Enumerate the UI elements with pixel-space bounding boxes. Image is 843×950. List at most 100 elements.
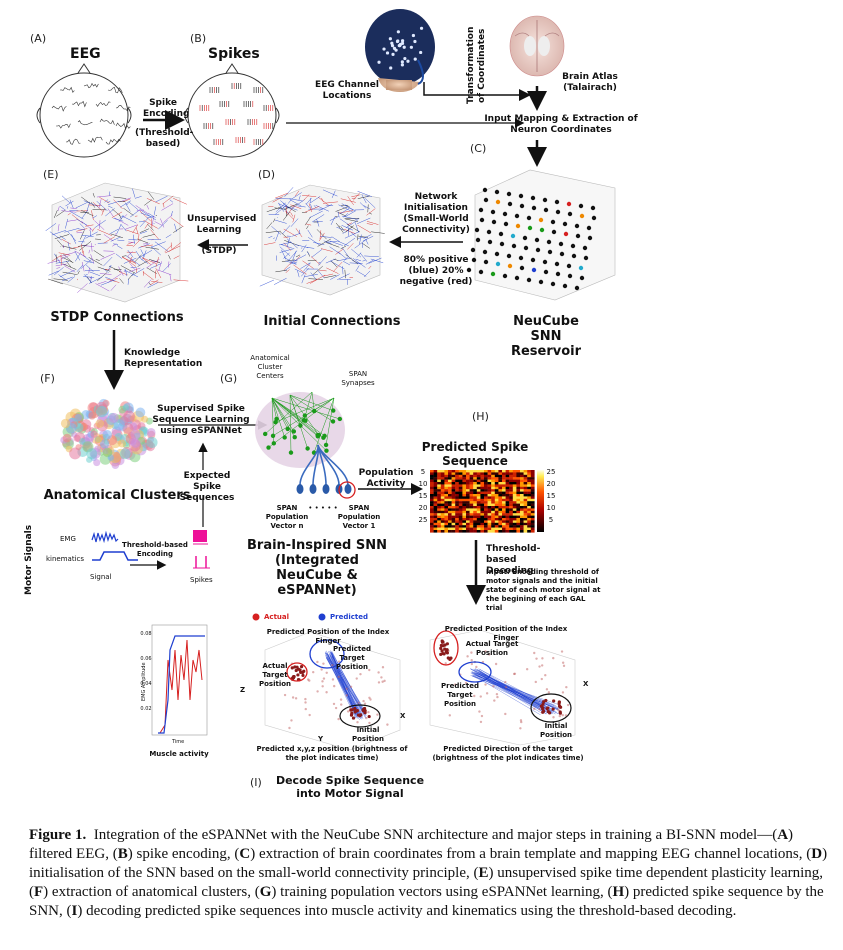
- initial-pos-label-1: Initial Position: [351, 726, 385, 743]
- motor-signals-diagram: [91, 530, 210, 570]
- dots-label: • • • • •: [308, 504, 338, 512]
- pred-xyz-caption: Predicted x,y,z position (brightness of …: [256, 745, 408, 762]
- panel-e-letter: (E): [43, 168, 59, 181]
- panel-c-title: NeuCube SNN Reservoir: [510, 314, 582, 359]
- supervised-label: Supervised Spike Sequence Learning using…: [152, 404, 250, 436]
- caption-part: ) decoding predicted spike sequences int…: [77, 903, 737, 919]
- direction-plot: [429, 629, 576, 746]
- predicted-legend: Predicted: [330, 613, 368, 621]
- caption-part: ) extraction of anatomical clusters, (: [43, 884, 260, 900]
- panel-b-letter: (B): [190, 32, 207, 45]
- brain-atlas-image: [509, 15, 565, 77]
- heatmap-y-ticks: 5 10 15 20 25: [418, 468, 428, 528]
- panel-h-letter: (H): [472, 410, 489, 423]
- axis-z-label: Z: [240, 686, 246, 694]
- eeg-channel-label: EEG Channel Locations: [315, 80, 379, 101]
- colorbar-tick: 5: [548, 516, 554, 524]
- axis-x-label-1: X: [400, 712, 406, 720]
- motor-signals-label: Motor Signals: [24, 524, 34, 596]
- stdp-connections-plot: [45, 182, 189, 303]
- panel-f-letter: (F): [40, 372, 55, 385]
- panel-g-title: Brain-Inspired SNN (Integrated NeuCube &…: [247, 538, 387, 598]
- actual-target-label-2: Actual Target Position: [465, 640, 519, 657]
- heatmap-tick: 10: [418, 480, 428, 488]
- pred-target-label-2: Predicted Target Position: [441, 682, 479, 708]
- colorbar-tick: 10: [546, 504, 556, 512]
- caption-key: F: [34, 884, 44, 900]
- panel-i-title: Decode Spike Sequence into Motor Signal: [275, 774, 425, 800]
- initial-pos-label-2: Initial Position: [539, 722, 573, 739]
- transformation-label: Transformation of Coordinates: [466, 26, 487, 104]
- knowledge-rep-label: Knowledge Representation: [124, 348, 203, 369]
- pred-target-label-1: Predicted Target Position: [333, 645, 371, 671]
- panel-e-title: STDP Connections: [50, 310, 184, 325]
- network-init-label: Network Initialisation (Small-World Conn…: [402, 192, 470, 235]
- caption-prefix: Figure 1.: [29, 827, 87, 843]
- emg-label: EMG: [60, 535, 76, 543]
- actual-legend: Actual: [264, 613, 290, 621]
- expected-spike-label: Expected Spike Sequences: [179, 471, 235, 503]
- brain-snn-plot: [255, 391, 356, 499]
- actual-target-label-1: Actual Target Position: [258, 662, 292, 688]
- spikes-label: Spikes: [190, 576, 213, 584]
- signal-label: Signal: [90, 573, 112, 581]
- muscle-tick: 0.02: [140, 706, 152, 712]
- time-axis-label: Time: [172, 739, 185, 745]
- threshold-encoding-label: Threshold-based Encoding: [122, 541, 188, 558]
- caption-part: ) filtered EEG, (: [29, 827, 794, 862]
- muscle-tick: 0.06: [140, 656, 152, 662]
- threshold-based-label: (Threshold-based): [135, 128, 194, 149]
- decoding-input-label: Input: Encoding threshold of motor signa…: [486, 568, 601, 612]
- span-pop-1-label: SPAN Population Vector 1: [337, 504, 381, 530]
- spike-encoding-label: Spike Encoding: [143, 98, 190, 119]
- panel-f-title: Anatomical Clusters: [43, 488, 191, 503]
- panel-i-letter: (I): [250, 776, 262, 789]
- caption-key: H: [612, 884, 625, 900]
- spike-sequence-heatmap: [430, 470, 544, 533]
- panel-c-letter: (C): [470, 142, 487, 155]
- input-mapping-label: Input Mapping & Extraction of Neuron Coo…: [484, 114, 638, 135]
- caption-part: ) unsupervised spike time dependent plas…: [29, 865, 824, 900]
- figure-caption: Figure 1. Integration of the eSPANNet wi…: [29, 826, 829, 921]
- axis-x-label-2: X: [583, 680, 589, 688]
- caption-text: Integration of the eSPANNet with the Neu…: [93, 827, 778, 843]
- anatomical-clusters-plot: [60, 398, 158, 469]
- pred-pos-title-2: Predicted Position of the Index Finger: [444, 625, 568, 642]
- panel-h-title: Predicted Spike Sequence: [421, 440, 529, 468]
- stdp-label: (STDP): [201, 246, 237, 256]
- muscle-tick: 0.08: [140, 631, 152, 637]
- population-activity-label: Population Activity: [358, 468, 414, 489]
- caption-key: D: [811, 846, 823, 862]
- xyz-position-plot: [252, 613, 401, 751]
- caption-key: A: [777, 827, 789, 843]
- caption-key: B: [117, 846, 128, 862]
- kinematics-label: kinematics: [46, 555, 85, 563]
- caption-key: G: [259, 884, 272, 900]
- muscle-tick: 0.04: [140, 681, 152, 687]
- span-synapses-label: SPAN Synapses: [341, 370, 375, 387]
- panel-a-letter: (A): [30, 32, 47, 45]
- panel-b-title: Spikes: [208, 46, 260, 62]
- muscle-activity-label: Muscle activity: [149, 750, 209, 758]
- eeg-head: [36, 63, 132, 158]
- heatmap-colorbar: [537, 470, 544, 532]
- colorbar-tick: 15: [546, 492, 556, 500]
- heatmap-tick: 5: [420, 468, 426, 476]
- panel-d-letter: (D): [258, 168, 276, 181]
- anatomical-centers-label: Anatomical Cluster Centers: [250, 354, 290, 380]
- caption-key: I: [71, 903, 78, 919]
- pos-neg-label: 80% positive (blue) 20% negative (red): [399, 255, 473, 287]
- caption-part: ) extraction of brain coordinates from a…: [250, 846, 812, 862]
- heatmap-tick: 15: [418, 492, 428, 500]
- figure-graphics: [36, 9, 616, 751]
- muscle-activity-plot: [151, 624, 208, 736]
- axis-y-label-1: Y: [318, 735, 324, 743]
- spikes-head: [184, 63, 280, 158]
- span-pop-n-label: SPAN Population Vector n: [265, 504, 309, 530]
- colorbar-tick: 20: [546, 480, 556, 488]
- panel-d-title: Initial Connections: [263, 314, 401, 329]
- muscle-y-ticks: 0.08 0.06 0.04 0.02: [140, 630, 152, 730]
- caption-key: E: [478, 865, 489, 881]
- unsupervised-label: Unsupervised Learning: [187, 214, 257, 235]
- caption-part: ) spike encoding, (: [127, 846, 240, 862]
